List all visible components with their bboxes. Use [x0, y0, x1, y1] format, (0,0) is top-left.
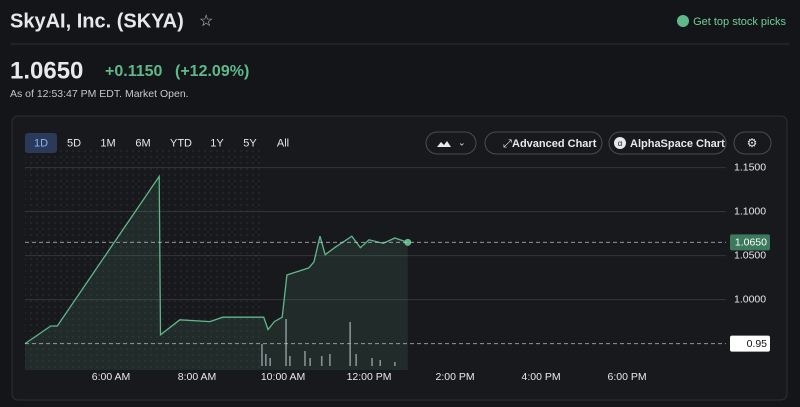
alphaspace-chart-button[interactable]: [608, 131, 727, 155]
range-button[interactable]: 1Y: [210, 137, 224, 149]
price: 1.0650: [10, 57, 83, 84]
volume-bar: [285, 319, 287, 366]
range-button[interactable]: All: [277, 137, 289, 149]
volume-bar: [394, 362, 396, 366]
volume-bar: [265, 354, 267, 366]
advanced-chart-button[interactable]: [484, 131, 603, 155]
volume-bar: [329, 354, 331, 366]
range-selector: 1D 5D 1M 6M YTD 1Y 5Y All: [25, 133, 289, 153]
chart-type-button[interactable]: [425, 131, 477, 155]
settings-button[interactable]: [733, 131, 772, 155]
range-active-bg: [25, 133, 57, 153]
x-tick-label: 10:00 AM: [261, 371, 305, 383]
volume-bar: [320, 356, 323, 366]
y-tick-label: 1.0000: [734, 293, 766, 305]
range-button[interactable]: 1D: [34, 137, 48, 149]
advanced-chart-label: Advanced Chart: [512, 138, 597, 150]
settings-icon: ⚙: [747, 136, 758, 150]
range-button[interactable]: 5D: [67, 137, 81, 149]
x-tick-label: 2:00 PM: [436, 371, 475, 383]
range-button[interactable]: YTD: [170, 137, 192, 149]
stock-title: SkyAI, Inc. (SKYA): [10, 10, 184, 32]
x-tick-label: 6:00 PM: [608, 371, 647, 383]
range-button[interactable]: 5Y: [243, 137, 257, 149]
y-tick-label: 1.1500: [734, 161, 766, 173]
volume-bar: [304, 351, 306, 366]
x-tick-label: 8:00 AM: [178, 371, 217, 383]
price-change-pct: (+12.09%): [175, 63, 249, 80]
dropdown-caret: ⌄: [458, 137, 466, 147]
volume-bar: [269, 358, 271, 366]
reference-label: 0.95: [747, 338, 768, 350]
reference-tag: [730, 234, 770, 251]
expand-icon: ⤢: [503, 138, 512, 150]
alphaspace-icon-glyph: α: [618, 139, 623, 148]
volume-bar: [371, 358, 373, 366]
x-tick-label: 4:00 PM: [522, 371, 561, 383]
volume-bar: [289, 356, 291, 366]
volume-bar: [379, 360, 382, 366]
promo-icon[interactable]: [677, 15, 689, 27]
timestamp: As of 12:53:47 PM EDT. Market Open.: [10, 88, 189, 100]
range-button[interactable]: 1M: [100, 137, 115, 149]
x-tick-label: 12:00 PM: [347, 371, 392, 383]
alphaspace-chart-label: AlphaSpace Chart: [630, 138, 725, 150]
y-tick-label: 1.1000: [734, 205, 766, 217]
promo-link[interactable]: Get top stock picks: [693, 16, 786, 28]
price-line: [24, 174, 409, 345]
volume-bar: [309, 358, 311, 366]
premarket-shading: [25, 150, 262, 370]
volume-bar: [355, 354, 357, 366]
chart-type-icon: [437, 141, 451, 147]
reference-tag: [730, 335, 770, 352]
x-tick-label: 6:00 AM: [92, 371, 131, 383]
plot: 1.1500 1.1000 1.0500 1.0000 6:00 AM 8:00 AM 10…: [24, 150, 770, 383]
watchlist-star[interactable]: ☆: [199, 13, 213, 30]
range-button[interactable]: 6M: [135, 137, 150, 149]
volume-bar: [261, 344, 263, 366]
price-area: [25, 176, 408, 370]
price-change: +0.1150: [105, 63, 163, 80]
y-tick-label: 1.0500: [734, 249, 766, 261]
last-point: [404, 238, 412, 246]
alphaspace-icon: [614, 137, 626, 149]
reference-label: 1.0650: [735, 237, 767, 249]
